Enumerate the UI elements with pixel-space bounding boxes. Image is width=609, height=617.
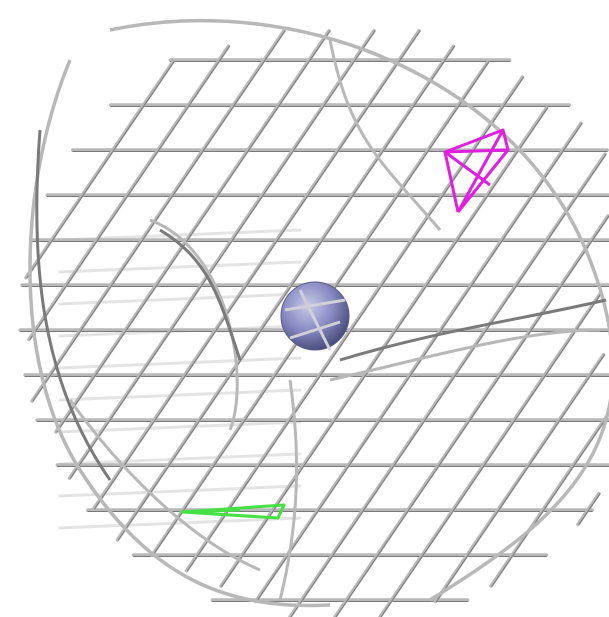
diagonal-rod-shade	[187, 76, 524, 572]
diagonal-rod	[253, 121, 583, 604]
diagonal-rod	[115, 44, 456, 542]
curved-rod	[35, 129, 112, 481]
back-rod	[58, 292, 302, 306]
diagonal-rod-shade	[70, 30, 376, 479]
back-rod	[58, 388, 302, 402]
diagonal-rod-shade	[118, 45, 455, 541]
diagonal-rod-shade	[256, 122, 583, 603]
diagonal-rod-shade	[32, 30, 286, 402]
back-rod	[58, 260, 302, 274]
back-rod	[58, 420, 302, 434]
diagonal-rod	[576, 491, 601, 527]
curved-lattice-rings	[28, 18, 609, 608]
diagonal-rod	[489, 414, 609, 588]
curved-rod	[329, 328, 601, 382]
curved-rod	[149, 218, 239, 431]
central-atom-sphere[interactable]	[280, 281, 350, 351]
diagonal-rod-shade	[491, 415, 608, 587]
magenta-tetrahedron-icon[interactable]	[443, 128, 510, 213]
diagonal-rod	[91, 29, 421, 511]
diagonal-rod-shade	[94, 30, 421, 510]
sphere-overlay-rods	[284, 289, 346, 351]
curved-rod	[328, 39, 442, 231]
diagonal-rod	[27, 44, 231, 342]
green-tetrahedron-icon[interactable]	[180, 503, 286, 520]
diagonal-rod-shade	[436, 354, 605, 603]
diagonal-rod	[288, 152, 607, 617]
curved-rod	[278, 379, 299, 601]
diagonal-rod-shade	[578, 493, 601, 525]
diagonal-rod-shade	[335, 215, 609, 617]
diagonal-rod	[333, 214, 609, 617]
diagonal-rod	[184, 75, 525, 573]
diagonal-rod-shade	[56, 30, 331, 433]
horizontal-lattice-rods	[18, 58, 609, 602]
diagonal-rod	[24, 59, 175, 280]
back-rod	[58, 516, 302, 530]
diagonal-rod	[67, 29, 376, 480]
curved-rod	[159, 228, 242, 361]
diagonal-rod	[433, 353, 606, 604]
curved-rod	[339, 298, 607, 362]
diagonal-rod-shade	[290, 153, 607, 617]
diagonal-rod	[54, 29, 331, 434]
curved-rod	[109, 18, 609, 602]
diagonal-rod-shade	[26, 61, 175, 279]
diagonal-rod-shade	[380, 292, 602, 617]
back-rod	[58, 484, 302, 498]
diagonal-rod	[30, 29, 286, 403]
diagonal-rod-shade	[29, 45, 230, 340]
diagonal-rod	[378, 291, 603, 617]
back-rod	[58, 356, 302, 370]
curved-rod	[68, 399, 261, 572]
